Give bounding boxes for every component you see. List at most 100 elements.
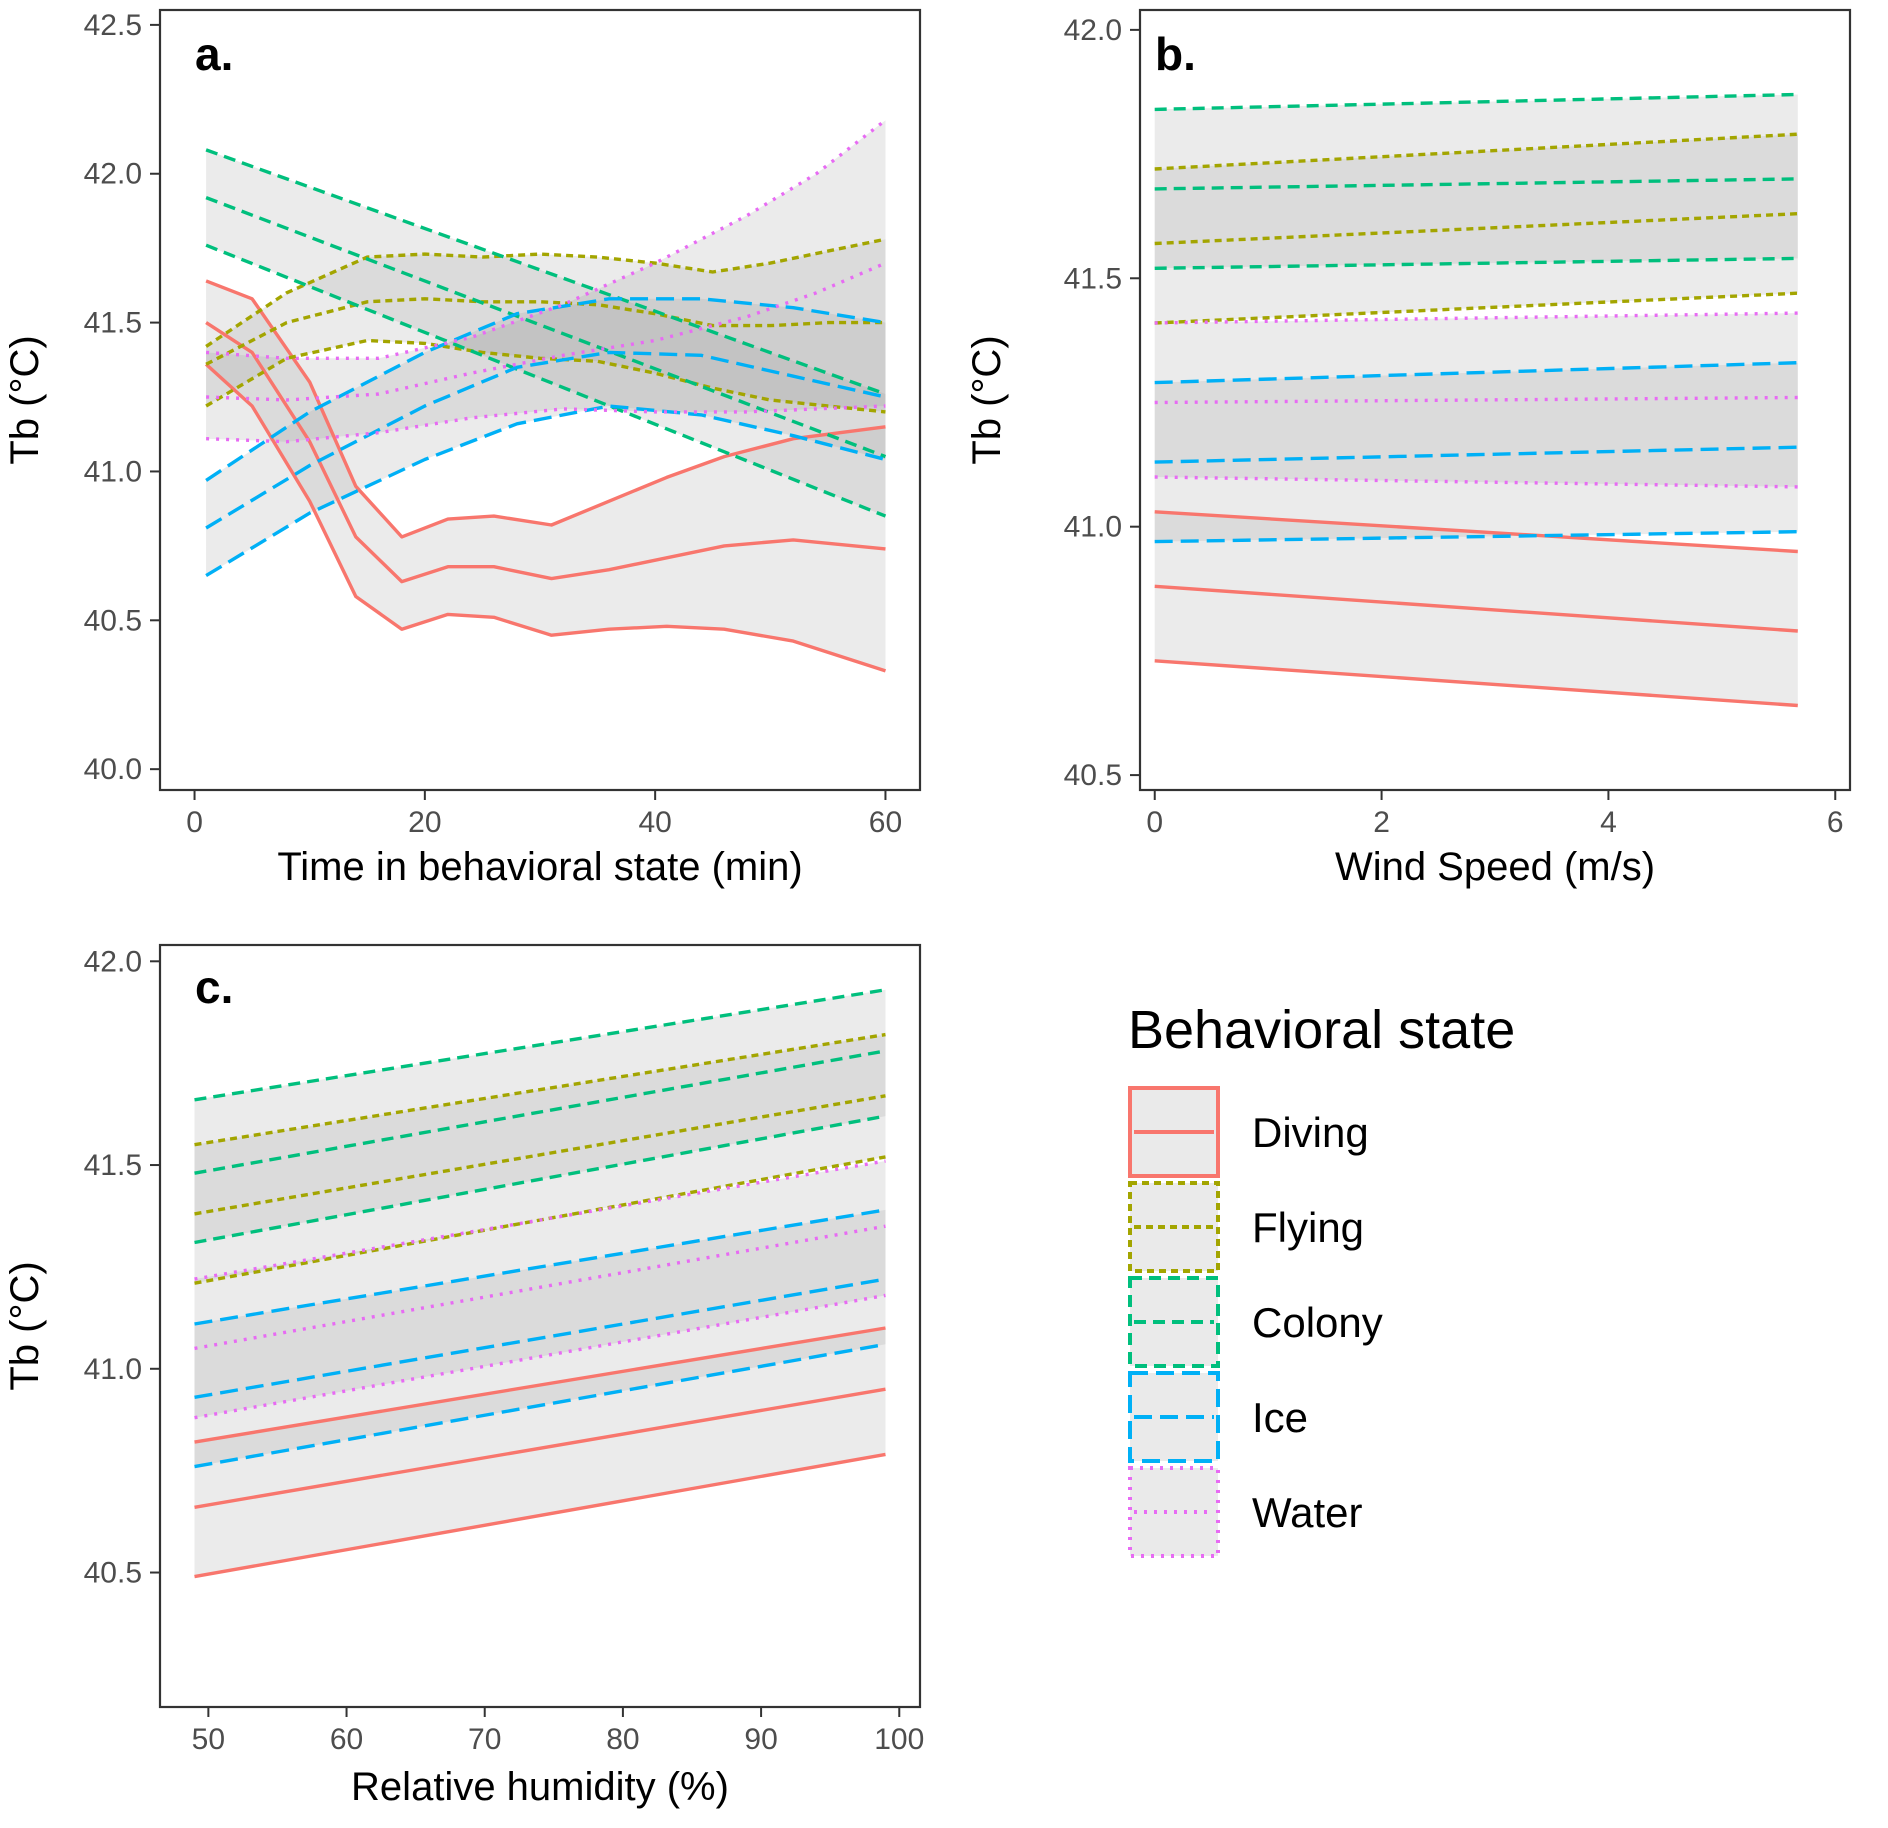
y-axis-title: Tb (°C) (3, 1261, 47, 1390)
panel-tag: c. (195, 961, 233, 1013)
line-flying-upper (205, 237, 886, 348)
y-axis-title: Tb (°C) (3, 335, 47, 464)
y-tick-label: 41.5 (84, 307, 142, 340)
legend: Behavioral state Diving Flying Colony Ice Wat… (1128, 1000, 1515, 1558)
y-tick-label: 40.5 (1064, 759, 1122, 792)
ribbon-diving (194, 1328, 886, 1577)
line-diving-mid (194, 1387, 886, 1509)
panel-tag: a. (195, 28, 233, 80)
x-tick-label: 90 (744, 1723, 777, 1756)
line-water-upper (1154, 311, 1798, 325)
line-flying-upper (194, 1032, 886, 1147)
ribbon-water (206, 120, 886, 442)
x-tick-label: 6 (1827, 806, 1844, 839)
panel-b: 40.5 41.0 41.5 42.0 0 2 4 6 Wind Speed (m/s) Tb (… (965, 8, 1852, 889)
y-tick-label: 40.5 (84, 604, 142, 637)
y-axis-title: Tb (°C) (965, 335, 1009, 464)
x-tick-label: 20 (408, 806, 441, 839)
line-ice-mid (194, 1277, 886, 1399)
y-tick-label: 41.0 (84, 1353, 142, 1386)
x-tick-label: 40 (638, 806, 671, 839)
line-ice-lower (194, 1342, 886, 1469)
line-colony-upper (194, 988, 886, 1102)
panel-border (1138, 8, 1852, 792)
y-tick-label: 41.5 (84, 1149, 142, 1182)
line-colony-mid (205, 196, 887, 459)
x-tick-label: 100 (874, 1723, 924, 1756)
x-tick-label: 2 (1373, 806, 1390, 839)
line-water-lower (194, 1293, 886, 1420)
x-axis-title: Time in behavioral state (min) (277, 845, 802, 889)
legend-label: Flying (1252, 1204, 1364, 1251)
line-flying-mid (194, 1094, 886, 1216)
line-water-mid (194, 1224, 886, 1351)
line-colony-mid (1154, 177, 1798, 191)
legend-label: Colony (1252, 1299, 1383, 1346)
panel-border (158, 8, 922, 792)
line-colony-mid (194, 1049, 886, 1175)
y-tick-label: 40.5 (84, 1557, 142, 1590)
line-colony-lower (1154, 256, 1798, 270)
ribbon-ice (1154, 362, 1798, 542)
panel-a: 40.0 40.5 41.0 41.5 42.0 42.5 0 20 40 60 Time in b… (3, 8, 922, 889)
line-colony-upper (205, 148, 887, 396)
legend-item-ice: Ice (1128, 1371, 1308, 1463)
line-water-mid (206, 261, 887, 402)
ribbon-diving (206, 280, 886, 671)
x-tick-label: 50 (192, 1723, 225, 1756)
legend-title: Behavioral state (1128, 1000, 1515, 1060)
y-tick-label: 40.0 (84, 753, 142, 786)
line-water-mid (1154, 395, 1798, 405)
y-tick-label: 41.0 (84, 455, 142, 488)
y-tick-label: 42.0 (84, 158, 142, 191)
y-tick-label: 42.0 (1064, 14, 1122, 47)
line-diving-mid (205, 321, 886, 584)
legend-label: Diving (1252, 1109, 1369, 1156)
ribbon-colony (194, 989, 886, 1243)
line-water-upper (205, 118, 887, 360)
line-diving-lower (204, 363, 887, 673)
ribbon-colony (1154, 94, 1798, 269)
line-water-lower (206, 404, 886, 444)
line-diving-upper (1154, 510, 1798, 554)
line-diving-lower (194, 1452, 886, 1579)
panel-c: 40.5 41.0 41.5 42.0 50 60 70 80 90 100 Relative hu… (3, 943, 924, 1809)
x-tick-label: 0 (186, 806, 203, 839)
line-ice-upper (194, 1208, 886, 1326)
x-axis-title: Wind Speed (m/s) (1335, 845, 1655, 889)
line-ice-upper (205, 297, 886, 482)
y-tick-label: 41.0 (1064, 511, 1122, 544)
x-tick-label: 0 (1146, 806, 1163, 839)
x-tick-label: 60 (869, 806, 902, 839)
x-tick-label: 70 (468, 1723, 501, 1756)
line-colony-lower (194, 1114, 886, 1245)
legend-label: Water (1252, 1489, 1362, 1536)
line-water-lower (1154, 475, 1798, 489)
line-ice-upper (1154, 361, 1798, 385)
line-ice-mid (1154, 445, 1798, 464)
line-ice-mid (205, 350, 886, 530)
panel-tag: b. (1155, 28, 1196, 80)
panel-border (158, 943, 922, 1709)
ribbon-ice (206, 298, 886, 576)
line-diving-upper (194, 1326, 886, 1444)
y-tick-label: 41.5 (1064, 262, 1122, 295)
x-tick-label: 60 (330, 1723, 363, 1756)
line-ice-lower (1154, 530, 1798, 544)
line-ice-lower (205, 404, 886, 578)
legend-label: Ice (1252, 1394, 1308, 1441)
legend-item-colony: Colony (1128, 1276, 1383, 1368)
line-diving-upper (205, 279, 886, 539)
x-axis-title: Relative humidity (%) (351, 1765, 729, 1809)
line-colony-lower (205, 243, 887, 518)
ribbon-water (194, 1161, 886, 1418)
line-diving-lower (1154, 659, 1798, 708)
legend-item-diving: Diving (1128, 1086, 1369, 1178)
legend-item-flying: Flying (1128, 1181, 1364, 1273)
x-tick-label: 4 (1600, 806, 1617, 839)
line-colony-upper (1154, 92, 1798, 112)
ribbon-colony (206, 149, 886, 517)
y-tick-label: 42.0 (84, 945, 142, 978)
line-water-upper (194, 1159, 886, 1281)
